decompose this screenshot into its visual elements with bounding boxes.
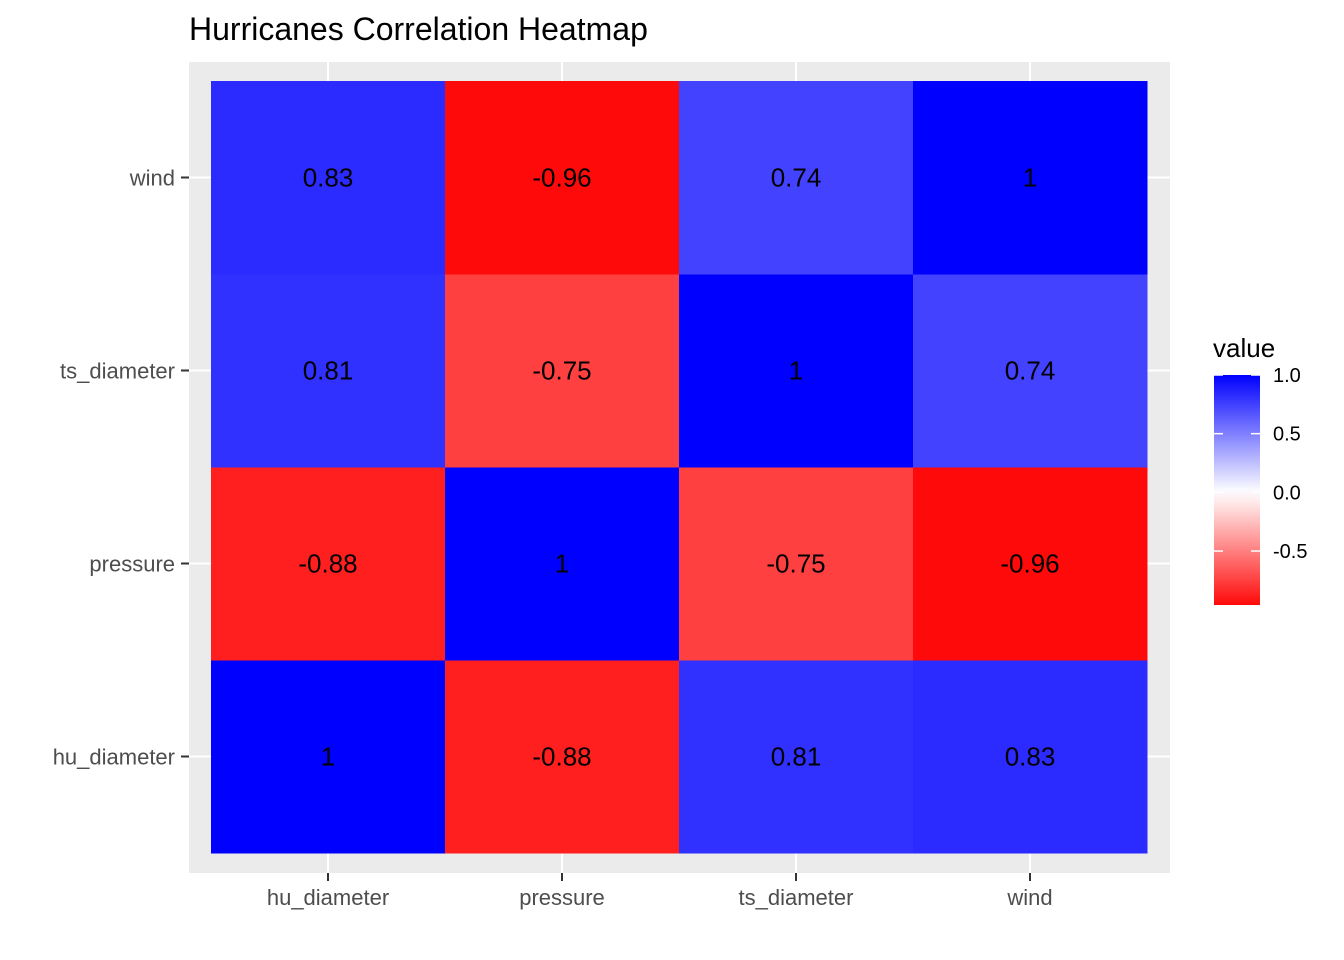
y-tick-label: wind bbox=[129, 166, 175, 191]
heatmap-cell-wind-wind bbox=[913, 81, 1148, 275]
heatmap-cell-ts_diameter-pressure bbox=[445, 274, 680, 468]
cell-value-labels: 1 -0.88 0.81 0.83 -0.88 1 -0.75 -0.96 0.81 -0.75 1… bbox=[298, 163, 1059, 772]
chart-title: Hurricanes Correlation Heatmap bbox=[189, 11, 648, 47]
x-tick-label: hu_diameter bbox=[267, 885, 389, 910]
x-axis: hu_diameter pressure ts_diameter wind bbox=[267, 873, 1053, 910]
heatmap-cell-hu_diameter-ts_diameter bbox=[679, 660, 914, 854]
x-tick-label: wind bbox=[1006, 885, 1052, 910]
cell-value-label: 1 bbox=[555, 549, 569, 579]
heatmap-cell-wind-pressure bbox=[445, 81, 680, 275]
cell-value-label: 1 bbox=[789, 356, 803, 386]
heatmap-cell-ts_diameter-ts_diameter bbox=[679, 274, 914, 468]
y-tick-label: pressure bbox=[89, 552, 175, 577]
x-tick-label: pressure bbox=[519, 885, 605, 910]
legend-tick-label: 0.0 bbox=[1273, 482, 1301, 504]
heatmap-cell-pressure-ts_diameter bbox=[679, 467, 914, 661]
heatmap-cell-pressure-wind bbox=[913, 467, 1148, 661]
cell-value-label: -0.88 bbox=[298, 549, 357, 579]
cell-value-label: -0.88 bbox=[532, 742, 591, 772]
legend-tick-label: 1.0 bbox=[1273, 365, 1301, 387]
color-legend: value 1.0 0.5 0.0 -0.5 bbox=[1213, 333, 1307, 605]
cell-value-label: 1 bbox=[1023, 163, 1037, 193]
heatmap-cell-hu_diameter-hu_diameter bbox=[211, 660, 446, 854]
heatmap-cell-pressure-pressure bbox=[445, 467, 680, 661]
legend-title: value bbox=[1213, 333, 1275, 363]
heatmap-cells bbox=[211, 81, 1148, 854]
heatmap-cell-wind-ts_diameter bbox=[679, 81, 914, 275]
y-axis: hu_diameter pressure ts_diameter wind bbox=[53, 166, 189, 770]
heatmap-cell-ts_diameter-wind bbox=[913, 274, 1148, 468]
legend-tick-label: 0.5 bbox=[1273, 424, 1301, 446]
y-tick-label: ts_diameter bbox=[60, 359, 175, 384]
heatmap-cell-hu_diameter-wind bbox=[913, 660, 1148, 854]
cell-value-label: 0.81 bbox=[771, 742, 822, 772]
cell-value-label: 0.74 bbox=[1005, 356, 1056, 386]
y-tick-label: hu_diameter bbox=[53, 745, 175, 770]
cell-value-label: 0.81 bbox=[303, 356, 354, 386]
cell-value-label: -0.96 bbox=[1000, 549, 1059, 579]
heatmap-cell-wind-hu_diameter bbox=[211, 81, 446, 275]
heatmap-cell-hu_diameter-pressure bbox=[445, 660, 680, 854]
x-tick-label: ts_diameter bbox=[739, 885, 854, 910]
heatmap-cell-ts_diameter-hu_diameter bbox=[211, 274, 446, 468]
heatmap-cell-pressure-hu_diameter bbox=[211, 467, 446, 661]
legend-tick-label: -0.5 bbox=[1273, 541, 1307, 563]
cell-value-label: -0.75 bbox=[766, 549, 825, 579]
cell-value-label: 1 bbox=[321, 742, 335, 772]
cell-value-label: 0.83 bbox=[303, 163, 354, 193]
cell-value-label: 0.74 bbox=[771, 163, 822, 193]
cell-value-label: -0.96 bbox=[532, 163, 591, 193]
legend-colorbar bbox=[1214, 375, 1260, 605]
cell-value-label: 0.83 bbox=[1005, 742, 1056, 772]
cell-value-label: -0.75 bbox=[532, 356, 591, 386]
